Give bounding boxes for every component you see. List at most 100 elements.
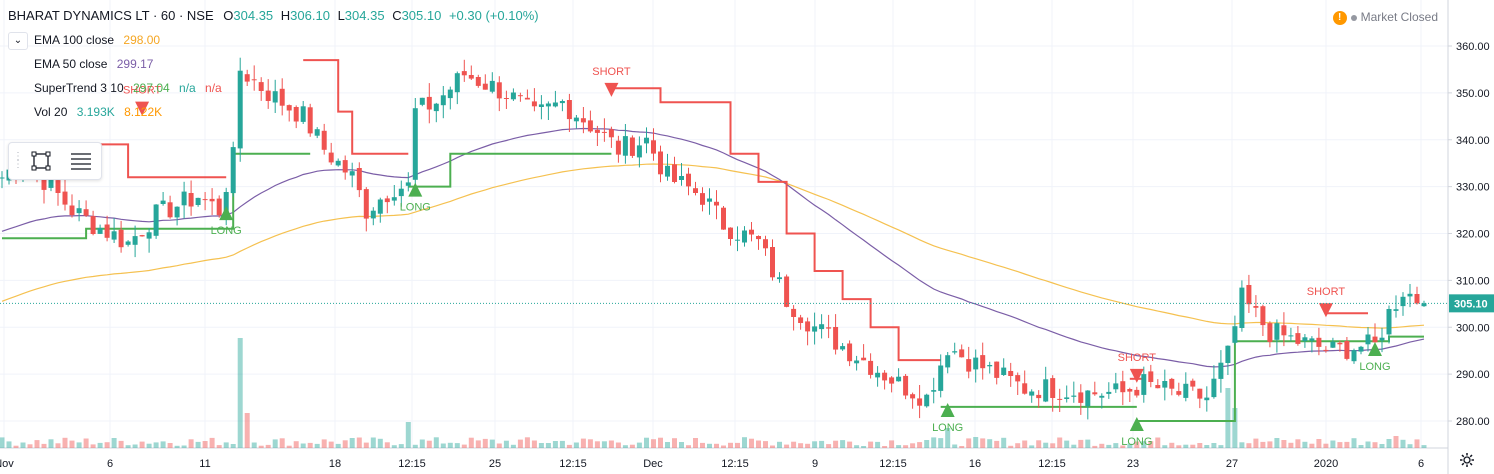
- indicator-name: Vol 20: [34, 105, 68, 119]
- volume-bar: [1274, 438, 1280, 448]
- candle: [1085, 390, 1091, 420]
- candle-body: [1246, 285, 1252, 305]
- volume-bar: [1071, 444, 1077, 448]
- candle-body: [826, 327, 832, 329]
- volume-bar: [419, 439, 425, 448]
- candle-body: [363, 189, 369, 219]
- candle-body: [1400, 296, 1406, 307]
- candle-body: [1225, 345, 1231, 363]
- volume-bar: [440, 443, 446, 448]
- volume-bar: [728, 442, 733, 448]
- candle: [552, 90, 558, 108]
- volume-bar: [1351, 438, 1357, 448]
- time-axis[interactable]: Nov 6 11 18 12:15 25 12:15 Dec 12:15 9 12:15 16 12:1…: [0, 458, 1424, 470]
- signal-long: LONG: [400, 182, 431, 214]
- candle-body: [139, 235, 145, 237]
- candle-body: [272, 91, 278, 103]
- candle: [1421, 300, 1427, 307]
- candle-body: [104, 224, 110, 238]
- volume-bar: [1155, 437, 1161, 448]
- candle-body: [41, 170, 47, 190]
- candle-body: [461, 71, 467, 76]
- market-status-text: Market Closed: [1360, 10, 1438, 24]
- volume-bar: [377, 438, 383, 448]
- candle: [419, 97, 425, 107]
- rectangle-tool-icon[interactable]: [31, 151, 51, 171]
- candle: [510, 88, 516, 101]
- candle-body: [700, 193, 705, 205]
- indicator-value: 298.00: [123, 33, 161, 47]
- volume-bar: [433, 437, 439, 448]
- candle: [1092, 381, 1098, 396]
- candle: [658, 145, 663, 183]
- symbol-title[interactable]: BHARAT DYNAMICS LT · 60 · NSE: [8, 8, 214, 23]
- candle-body: [587, 120, 593, 132]
- signal-short: SHORT: [1307, 286, 1345, 318]
- candle: [377, 197, 383, 223]
- volume-bar: [658, 437, 663, 448]
- candle-body: [651, 140, 656, 154]
- candle: [931, 377, 937, 404]
- indicator-supertrend[interactable]: SuperTrend 3 10 297.04 n/a n/a: [34, 81, 222, 95]
- volume-bar: [1078, 439, 1084, 448]
- close-value: 305.10: [401, 8, 442, 23]
- volume-bar: [391, 445, 397, 448]
- signal-short: SHORT: [123, 85, 162, 116]
- candle: [1274, 319, 1280, 353]
- candle: [1253, 295, 1259, 318]
- candle: [1246, 274, 1252, 313]
- gear-icon[interactable]: [1459, 452, 1475, 468]
- candle-body: [847, 343, 853, 362]
- x-tick-label: Nov: [0, 458, 14, 470]
- candle-body: [111, 231, 117, 240]
- legend-collapse-button[interactable]: ⌄: [8, 32, 28, 50]
- candle-body: [1022, 383, 1028, 394]
- volume-bar: [384, 442, 390, 448]
- candle: [1022, 370, 1028, 395]
- candle-body: [615, 140, 621, 155]
- candle-body: [524, 97, 530, 100]
- candle-body: [482, 83, 488, 90]
- candle-body: [1316, 337, 1322, 347]
- price-axis[interactable]: 280.00 290.00 300.00 310.00 320.00 330.00 340.…: [1448, 41, 1494, 428]
- candle: [777, 272, 782, 283]
- candle-body: [1127, 389, 1133, 392]
- candle: [826, 314, 832, 339]
- volume-bar: [335, 443, 341, 448]
- candle: [1239, 280, 1245, 332]
- candle-body: [132, 236, 138, 245]
- indicator-volume[interactable]: Vol 20 3.193K 8.122K: [34, 105, 162, 119]
- candle-body: [181, 191, 187, 206]
- indicator-ema100[interactable]: EMA 100 close 298.00: [34, 33, 160, 47]
- volume-bar: [931, 437, 937, 448]
- volume-bar: [601, 441, 607, 448]
- candle-body: [1351, 350, 1357, 362]
- signal-long: LONG: [1121, 417, 1152, 448]
- candle-body: [1092, 392, 1098, 395]
- lines-tool-icon[interactable]: [69, 151, 93, 171]
- candle-body: [174, 206, 180, 218]
- indicator-ema50[interactable]: EMA 50 close 299.17: [34, 57, 153, 71]
- last-price-badge: [1449, 294, 1494, 313]
- volume-bar: [1141, 441, 1147, 448]
- chevron-down-icon: ⌄: [13, 35, 23, 46]
- market-status[interactable]: ! Market Closed: [1332, 10, 1438, 25]
- drag-handle-icon[interactable]: ⋮ ⋮: [13, 151, 23, 170]
- candle-body: [798, 317, 804, 323]
- candle: [833, 314, 839, 355]
- candle: [770, 239, 775, 281]
- volume-bar: [125, 445, 131, 448]
- volume-bar: [742, 437, 747, 448]
- floating-drawing-toolbar[interactable]: ⋮ ⋮: [8, 142, 102, 180]
- volume-bar: [34, 440, 40, 448]
- candle-body: [188, 193, 194, 207]
- volume-bar: [13, 445, 19, 448]
- volume-bar: [784, 444, 790, 448]
- change-value: +0.30 (+0.10%): [448, 8, 539, 23]
- candle: [293, 105, 299, 129]
- candle-body: [328, 152, 334, 163]
- volume-bar: [328, 441, 334, 448]
- candle-body: [1155, 385, 1161, 389]
- candle: [1057, 388, 1063, 412]
